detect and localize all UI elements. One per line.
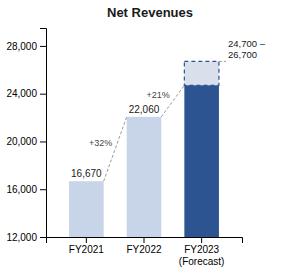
tick-label-line: FY2022 bbox=[126, 244, 161, 255]
tick: 24,000 bbox=[6, 88, 46, 99]
tick-mark bbox=[40, 189, 46, 190]
tick-mark bbox=[144, 237, 145, 243]
tick-label: 24,000 bbox=[6, 88, 37, 99]
forecast-connector bbox=[219, 61, 226, 62]
x-axis: FY2021 FY2022 FY2023(Forecast) bbox=[47, 237, 243, 267]
tick-mark bbox=[201, 237, 202, 243]
bar bbox=[127, 117, 162, 237]
bar bbox=[69, 181, 104, 237]
bar bbox=[184, 85, 219, 237]
tick-mark bbox=[40, 46, 46, 47]
data-label: 22,060 bbox=[129, 104, 160, 115]
tick-mark bbox=[40, 141, 46, 142]
plot-area: 12,00016,00020,00024,00028,000FY2021FY20… bbox=[6, 29, 265, 267]
data-label: 16,670 bbox=[71, 168, 102, 179]
marks bbox=[69, 61, 226, 237]
tick-label: FY2022 bbox=[126, 244, 161, 255]
tick: FY2022 bbox=[126, 237, 161, 255]
axis-line bbox=[40, 29, 47, 238]
tick-label: 16,000 bbox=[6, 184, 37, 195]
tick-mark bbox=[86, 237, 87, 243]
annotations: 16,670 22,060 +32% +21% 24,700 –26,700 bbox=[71, 38, 266, 179]
tick: 28,000 bbox=[6, 41, 46, 52]
tick-label-line: (Forecast) bbox=[179, 256, 225, 267]
growth-label: +21% bbox=[147, 90, 170, 100]
tick: 12,000 bbox=[6, 232, 46, 243]
chart-container: 12,00016,00020,00024,00028,000FY2021FY20… bbox=[0, 0, 300, 273]
axis-line bbox=[47, 238, 243, 244]
tick: 16,000 bbox=[6, 184, 46, 195]
tick-label-line: FY2023 bbox=[184, 244, 219, 255]
forecast-label: 24,700 – bbox=[228, 38, 266, 49]
growth-label: +32% bbox=[89, 138, 112, 148]
tick: FY2021 bbox=[69, 237, 104, 255]
y-axis: 12,000 16,000 20,000 24,000 28,000 bbox=[6, 29, 46, 243]
tick-mark bbox=[40, 94, 46, 95]
tick-label: FY2021 bbox=[69, 244, 104, 255]
tick: FY2023(Forecast) bbox=[179, 237, 225, 267]
forecast-range bbox=[184, 61, 219, 85]
chart-svg: 12,00016,00020,00024,00028,000FY2021FY20… bbox=[0, 0, 300, 273]
tick: 20,000 bbox=[6, 136, 46, 147]
forecast-label: 26,700 bbox=[228, 49, 257, 60]
tick-label: FY2023(Forecast) bbox=[179, 244, 225, 267]
tick-label: 20,000 bbox=[6, 136, 37, 147]
tick-label: 12,000 bbox=[6, 232, 37, 243]
growth-line bbox=[104, 117, 127, 181]
tick-label-line: FY2021 bbox=[69, 244, 104, 255]
tick-mark bbox=[40, 237, 46, 238]
title: Net Revenues bbox=[107, 5, 193, 20]
tick-label: 28,000 bbox=[6, 41, 37, 52]
